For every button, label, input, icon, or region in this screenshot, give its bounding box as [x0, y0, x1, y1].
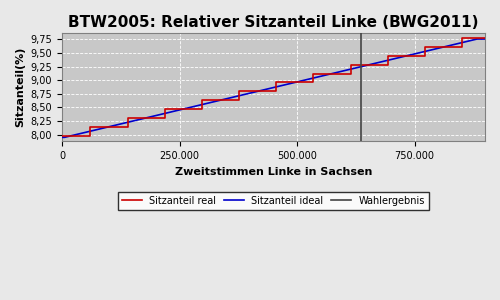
- Sitzanteil real: [199, 107, 205, 111]
- Sitzanteil real: [124, 116, 130, 120]
- X-axis label: Zweitstimmen Linke in Sachsen: Zweitstimmen Linke in Sachsen: [175, 167, 372, 177]
- Title: BTW2005: Relativer Sitzanteil Linke (BWG2011): BTW2005: Relativer Sitzanteil Linke (BWG…: [68, 15, 479, 30]
- Sitzanteil real: [273, 89, 279, 93]
- Sitzanteil real: [422, 54, 428, 58]
- Sitzanteil ideal: [482, 37, 488, 41]
- Y-axis label: Sitzanteil(%): Sitzanteil(%): [15, 47, 25, 127]
- Line: Sitzanteil real: Sitzanteil real: [62, 38, 485, 136]
- Sitzanteil real: [348, 63, 354, 67]
- Sitzanteil real: [59, 134, 65, 137]
- Sitzanteil ideal: [62, 136, 68, 139]
- Sitzanteil real: [273, 81, 279, 84]
- Sitzanteil real: [310, 72, 316, 75]
- Sitzanteil real: [236, 98, 242, 102]
- Sitzanteil real: [88, 125, 94, 128]
- Sitzanteil real: [459, 45, 465, 49]
- Sitzanteil real: [384, 54, 390, 58]
- Sitzanteil real: [310, 81, 316, 84]
- Sitzanteil ideal: [59, 136, 65, 139]
- Sitzanteil real: [482, 36, 488, 40]
- Line: Sitzanteil ideal: Sitzanteil ideal: [62, 39, 485, 137]
- Sitzanteil real: [88, 134, 94, 137]
- Sitzanteil real: [162, 116, 168, 120]
- Legend: Sitzanteil real, Sitzanteil ideal, Wahlergebnis: Sitzanteil real, Sitzanteil ideal, Wahle…: [118, 192, 429, 210]
- Sitzanteil real: [384, 63, 390, 67]
- Sitzanteil real: [124, 125, 130, 128]
- Sitzanteil real: [236, 89, 242, 93]
- Sitzanteil real: [459, 36, 465, 40]
- Sitzanteil real: [162, 107, 168, 111]
- Sitzanteil ideal: [474, 37, 480, 41]
- Sitzanteil real: [348, 72, 354, 75]
- Sitzanteil real: [422, 45, 428, 49]
- Sitzanteil real: [199, 98, 205, 102]
